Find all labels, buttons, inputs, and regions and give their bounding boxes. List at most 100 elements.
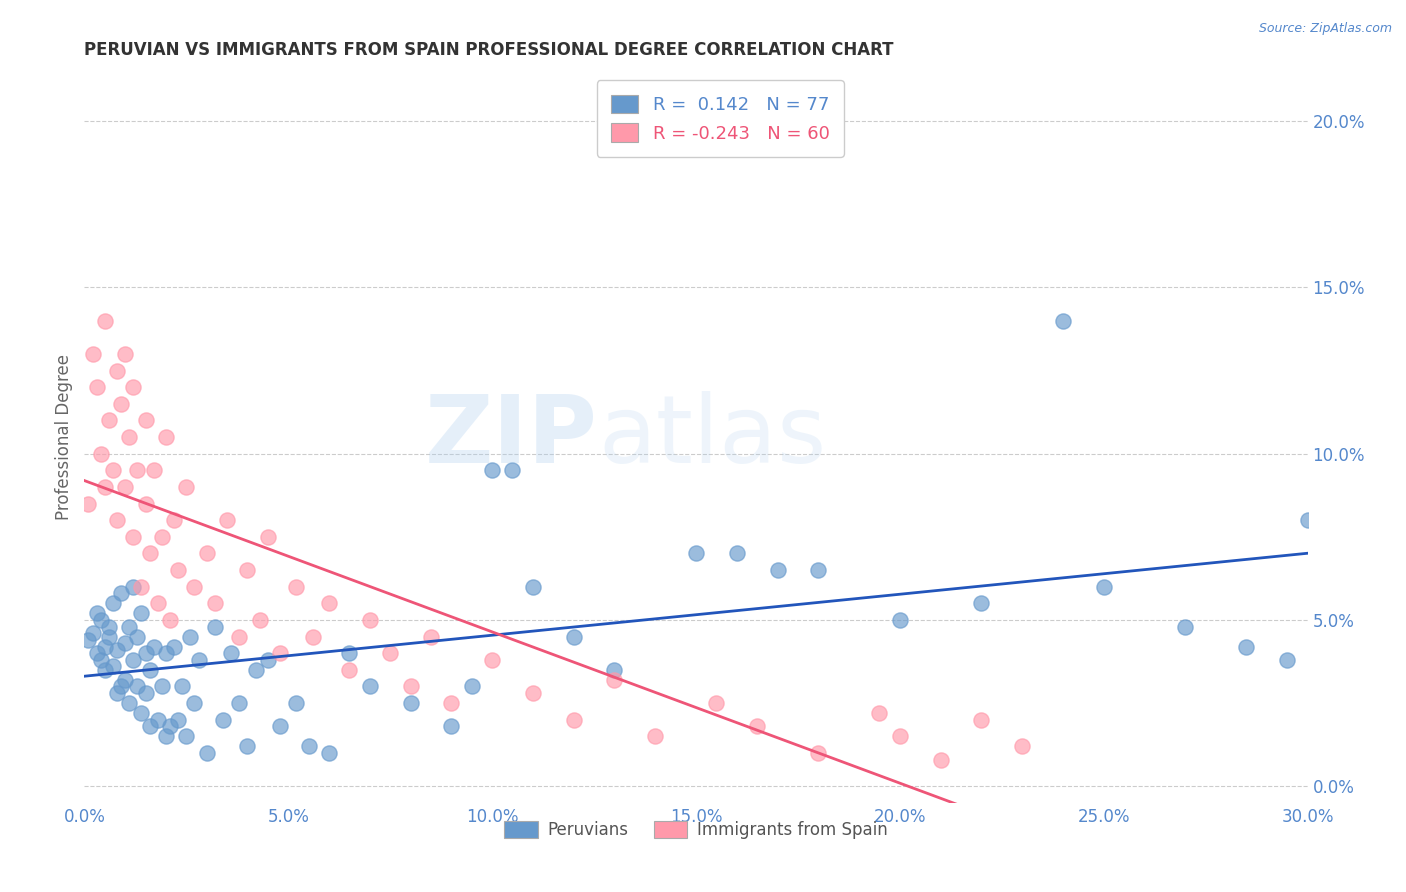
Point — [150, 530, 173, 544]
Point — [110, 680, 132, 694]
Point — [212, 713, 235, 727]
Point — [82, 626, 104, 640]
Point — [440, 719, 463, 733]
Point — [269, 646, 291, 660]
Point — [399, 680, 422, 694]
Point — [82, 347, 104, 361]
Point — [522, 686, 544, 700]
Point — [298, 739, 321, 754]
Point — [90, 613, 112, 627]
Point — [204, 596, 226, 610]
Point — [105, 513, 128, 527]
Point — [93, 640, 115, 654]
Point — [204, 619, 226, 633]
Point — [725, 546, 748, 560]
Point — [93, 314, 115, 328]
Text: Source: ZipAtlas.com: Source: ZipAtlas.com — [1258, 22, 1392, 36]
Point — [481, 463, 503, 477]
Point — [339, 646, 361, 660]
Point — [183, 580, 205, 594]
Point — [562, 713, 585, 727]
Point — [766, 563, 789, 577]
Point — [706, 696, 728, 710]
Point — [93, 663, 115, 677]
Point — [142, 463, 165, 477]
Point — [440, 696, 463, 710]
Point — [1236, 640, 1258, 654]
Point — [257, 653, 280, 667]
Point — [172, 680, 194, 694]
Point — [138, 663, 160, 677]
Point — [114, 636, 136, 650]
Point — [685, 546, 707, 560]
Point — [219, 646, 242, 660]
Legend: Peruvians, Immigrants from Spain: Peruvians, Immigrants from Spain — [498, 814, 894, 846]
Point — [1296, 513, 1319, 527]
Point — [359, 680, 381, 694]
Point — [187, 653, 209, 667]
Point — [114, 480, 136, 494]
Point — [179, 630, 201, 644]
Point — [138, 719, 160, 733]
Point — [122, 530, 145, 544]
Point — [380, 646, 402, 660]
Point — [163, 640, 186, 654]
Point — [399, 696, 422, 710]
Point — [236, 739, 259, 754]
Point — [122, 653, 145, 667]
Point — [118, 430, 141, 444]
Point — [502, 463, 524, 477]
Point — [110, 397, 132, 411]
Point — [155, 729, 177, 743]
Point — [127, 463, 149, 477]
Point — [970, 596, 993, 610]
Point — [285, 580, 308, 594]
Point — [97, 413, 120, 427]
Point — [86, 607, 108, 621]
Text: PERUVIAN VS IMMIGRANTS FROM SPAIN PROFESSIONAL DEGREE CORRELATION CHART: PERUVIAN VS IMMIGRANTS FROM SPAIN PROFES… — [84, 41, 894, 59]
Point — [105, 686, 128, 700]
Point — [90, 653, 112, 667]
Point — [97, 619, 120, 633]
Point — [77, 632, 100, 647]
Point — [114, 347, 136, 361]
Point — [131, 607, 153, 621]
Point — [195, 546, 218, 560]
Point — [257, 530, 280, 544]
Point — [481, 653, 503, 667]
Point — [1092, 580, 1115, 594]
Point — [135, 497, 157, 511]
Point — [522, 580, 544, 594]
Point — [105, 643, 128, 657]
Point — [359, 613, 381, 627]
Point — [131, 580, 153, 594]
Point — [97, 630, 120, 644]
Point — [644, 729, 666, 743]
Point — [135, 686, 157, 700]
Point — [93, 480, 115, 494]
Point — [146, 713, 169, 727]
Text: ZIP: ZIP — [425, 391, 598, 483]
Point — [249, 613, 271, 627]
Point — [195, 746, 218, 760]
Point — [101, 659, 124, 673]
Point — [285, 696, 308, 710]
Point — [174, 729, 197, 743]
Point — [163, 513, 186, 527]
Point — [1011, 739, 1033, 754]
Point — [603, 663, 626, 677]
Point — [122, 580, 145, 594]
Point — [127, 680, 149, 694]
Point — [1052, 314, 1074, 328]
Point — [105, 363, 128, 377]
Point — [118, 619, 141, 633]
Point — [155, 646, 177, 660]
Y-axis label: Professional Degree: Professional Degree — [55, 354, 73, 520]
Point — [970, 713, 993, 727]
Point — [167, 563, 190, 577]
Point — [318, 746, 340, 760]
Point — [159, 719, 181, 733]
Point — [101, 463, 124, 477]
Point — [217, 513, 239, 527]
Point — [929, 753, 952, 767]
